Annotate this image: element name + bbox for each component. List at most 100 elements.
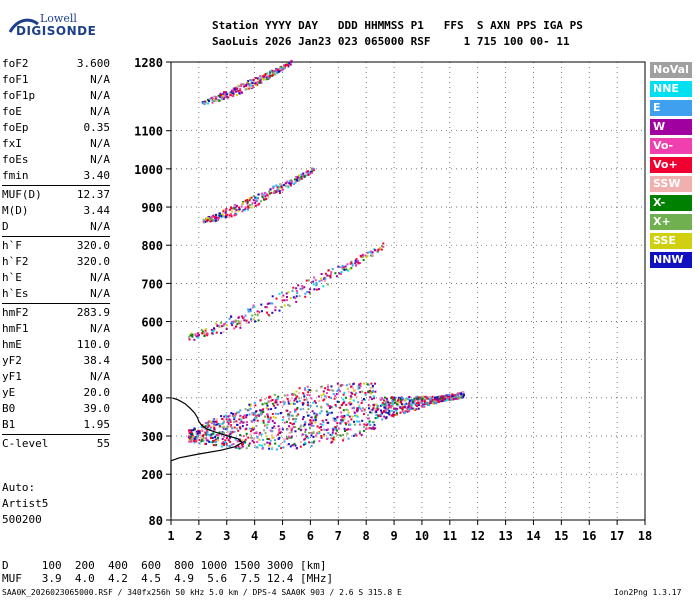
echo-point [246, 208, 249, 211]
echo-trace [201, 59, 293, 105]
echo-point [337, 265, 340, 268]
echo-point [306, 393, 309, 396]
echo-point [306, 401, 309, 404]
echo-point [336, 382, 339, 385]
echo-point [404, 410, 407, 413]
echo-point [238, 438, 241, 441]
echo-point [329, 276, 332, 279]
echo-point [241, 210, 244, 213]
echo-point [332, 419, 335, 422]
echo-point [374, 403, 377, 406]
echo-point [423, 398, 426, 401]
echo-point [314, 279, 317, 282]
echo-point [435, 399, 438, 402]
echo-point [435, 396, 438, 399]
param-name: h`Es [2, 287, 29, 300]
echo-point [282, 446, 285, 449]
echo-point [258, 438, 261, 441]
echo-point [295, 179, 298, 182]
muf-value-row: MUF 3.9 4.0 4.2 4.5 4.9 5.6 7.5 12.4 [MH… [2, 572, 334, 585]
echo-point [291, 289, 294, 292]
echo-point [297, 176, 300, 179]
legend-item-w: W [650, 119, 692, 135]
echo-point [213, 428, 216, 431]
echo-point [194, 436, 197, 438]
echo-point [268, 192, 271, 195]
echo-point [335, 405, 338, 408]
echo-point [202, 101, 205, 104]
echo-point [214, 99, 217, 102]
echo-point [320, 435, 323, 437]
echo-point [251, 202, 254, 205]
echo-point [273, 190, 276, 193]
echo-point [274, 412, 277, 415]
echo-point [369, 424, 372, 426]
echo-point [188, 440, 191, 443]
echo-point [399, 397, 402, 400]
x-tick-label: 8 [363, 529, 370, 543]
echo-point [202, 435, 204, 437]
echo-point [368, 421, 371, 424]
echo-point [387, 404, 390, 407]
echo-point [264, 77, 267, 80]
echo-point [211, 436, 214, 439]
echo-point [287, 186, 290, 189]
echo-point [371, 386, 374, 389]
echo-point [307, 391, 310, 394]
echo-point [291, 427, 294, 430]
echo-point [253, 441, 255, 444]
echo-point [288, 417, 290, 420]
echo-point [358, 432, 361, 435]
echo-point [197, 336, 200, 339]
echo-point [358, 423, 361, 426]
echo-point [250, 206, 253, 209]
echo-point [368, 427, 371, 430]
echo-point [366, 255, 369, 258]
y-tick-label: 700 [141, 277, 163, 291]
echo-point [252, 195, 255, 198]
echo-point [230, 207, 233, 210]
echo-point [366, 417, 369, 420]
echo-point [212, 420, 215, 423]
echo-point [192, 436, 195, 439]
echo-point [272, 436, 275, 439]
echo-point [230, 322, 233, 325]
echo-point [367, 404, 370, 407]
echo-point [240, 84, 243, 87]
echo-point [233, 414, 236, 417]
echo-point [328, 405, 331, 408]
legend-item-nnw: NNW [650, 252, 692, 268]
echo-point [305, 279, 308, 282]
echo-point [375, 414, 378, 417]
echo-point [207, 102, 210, 105]
echo-point [317, 395, 320, 398]
echo-point [222, 210, 225, 213]
echo-point [337, 401, 340, 403]
echo-point [314, 401, 317, 404]
y-tick-label: 400 [141, 392, 163, 406]
echo-point [288, 425, 291, 428]
echo-point [244, 206, 247, 209]
param-name: MUF(D) [2, 188, 42, 201]
echo-point [260, 200, 262, 203]
echo-point [279, 186, 281, 189]
echo-point [326, 438, 328, 440]
echo-point [220, 332, 223, 335]
echo-point [356, 410, 359, 413]
echo-point [299, 424, 302, 427]
echo-point [215, 216, 218, 219]
echo-point [312, 169, 315, 172]
echo-point [290, 182, 293, 185]
echo-point [410, 408, 413, 411]
echo-point [304, 431, 307, 433]
echo-point [210, 420, 213, 423]
echo-point [270, 70, 273, 73]
echo-point [212, 440, 215, 442]
echo-point [227, 419, 230, 422]
echo-point [327, 403, 329, 406]
echo-point [328, 396, 331, 399]
echo-point [249, 405, 252, 408]
echo-point [208, 434, 211, 437]
echo-point [248, 427, 251, 430]
echo-point [379, 413, 382, 416]
